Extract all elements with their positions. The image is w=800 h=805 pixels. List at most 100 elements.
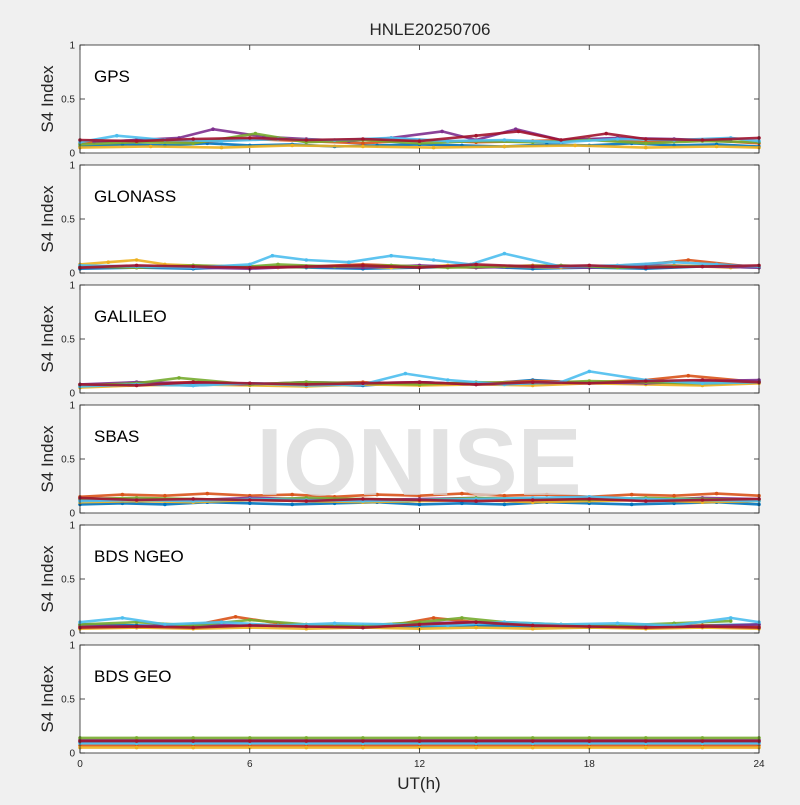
data-point (530, 623, 535, 628)
data-point (417, 498, 422, 502)
data-point (191, 736, 195, 740)
data-point (700, 739, 705, 743)
data-point (629, 492, 634, 497)
data-point (700, 381, 705, 386)
data-point (148, 144, 153, 149)
data-point (629, 502, 634, 507)
data-point (191, 264, 195, 269)
data-point (446, 139, 450, 143)
data-point (530, 264, 535, 269)
data-point (460, 501, 464, 506)
data-point (134, 258, 139, 262)
data-point (460, 491, 464, 496)
series-line (79, 370, 760, 388)
data-point (417, 736, 422, 740)
data-point (389, 253, 394, 258)
series-line (79, 130, 760, 143)
data-point (304, 499, 309, 503)
data-point (134, 383, 139, 388)
panel-label: SBAS (94, 427, 139, 446)
y-tick-label: 1 (69, 41, 75, 52)
y-tick-label: 0 (69, 149, 75, 160)
data-point (474, 625, 478, 630)
data-point (587, 381, 592, 386)
panel-gps: 0 0.5 1 GPS S4 Index (38, 41, 761, 160)
data-point (417, 139, 422, 143)
data-point (270, 253, 275, 258)
data-point (115, 133, 119, 138)
panel-label: GALILEO (94, 307, 167, 326)
data-point (530, 745, 535, 750)
data-point (361, 736, 365, 740)
data-point (474, 745, 478, 750)
data-point (233, 615, 238, 619)
plot-area (80, 645, 759, 753)
y-tick-label: 0 (69, 509, 75, 520)
data-point (248, 736, 252, 740)
panel-galileo: 0 0.5 1 GALILEO S4 Index (38, 281, 761, 400)
data-point (304, 264, 309, 269)
data-point (276, 262, 280, 267)
data-point (417, 380, 422, 385)
data-point (106, 260, 111, 265)
data-point (502, 251, 507, 256)
data-point (728, 616, 733, 620)
data-point (587, 624, 592, 629)
panel-label: GPS (94, 67, 130, 86)
data-point (290, 143, 295, 148)
plot-area (80, 525, 759, 633)
data-point (134, 745, 139, 750)
data-point (163, 622, 167, 627)
data-point (417, 493, 422, 498)
data-point (361, 141, 365, 146)
data-point (248, 745, 252, 750)
data-point (417, 739, 422, 743)
data-point (361, 263, 365, 268)
panel-sbas: 0 0.5 1 SBAS S4 Index (38, 401, 761, 520)
data-point (163, 493, 167, 498)
data-point (530, 739, 535, 743)
data-point (686, 258, 691, 262)
panels: 0 0.5 1 GPS S4 Index 0 0.5 1 GLONASS S4 Index 0 0.5… (38, 41, 765, 771)
data-point (417, 622, 422, 627)
data-point (290, 492, 295, 497)
y-tick-label: 0 (69, 389, 75, 400)
y-tick-label: 0.5 (61, 575, 75, 586)
data-point (417, 502, 422, 507)
data-point (361, 739, 365, 743)
data-point (248, 381, 252, 386)
y-tick-label: 1 (69, 161, 75, 172)
data-point (502, 493, 507, 498)
data-point (191, 739, 195, 743)
data-point (205, 491, 210, 496)
chart-title: HNLE20250706 (370, 20, 491, 39)
data-point (248, 501, 252, 506)
data-point (134, 139, 139, 143)
y-tick-label: 1 (69, 401, 75, 412)
x-tick-label: 18 (584, 759, 596, 770)
data-point (446, 378, 450, 382)
data-point (728, 619, 733, 623)
panel-label: BDS GEO (94, 667, 171, 686)
data-point (587, 736, 592, 740)
data-point (516, 129, 521, 134)
data-point (686, 373, 691, 378)
data-point (644, 137, 648, 141)
data-point (615, 137, 620, 141)
data-point (361, 144, 365, 149)
data-point (431, 145, 436, 150)
data-point (700, 264, 705, 269)
data-point (248, 623, 252, 628)
y-tick-label: 0.5 (61, 695, 75, 706)
y-tick-label: 0.5 (61, 335, 75, 346)
data-point (361, 745, 365, 750)
data-point (290, 502, 295, 507)
y-axis-label: S4 Index (38, 65, 57, 133)
data-point (248, 618, 252, 622)
y-axis-label: S4 Index (38, 665, 57, 733)
x-tick-label: 6 (247, 759, 253, 770)
data-point (644, 745, 648, 750)
data-point (347, 260, 351, 265)
data-point (191, 625, 195, 630)
data-point (304, 736, 309, 740)
